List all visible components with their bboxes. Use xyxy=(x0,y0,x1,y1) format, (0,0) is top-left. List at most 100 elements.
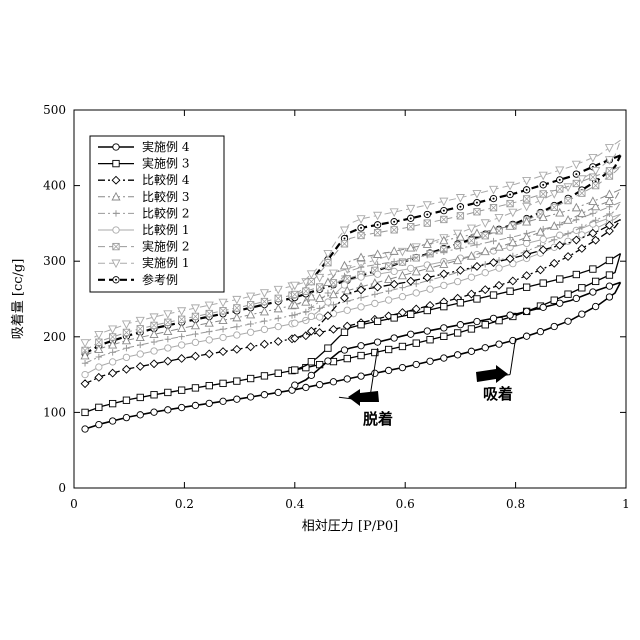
data-point xyxy=(123,345,129,351)
data-point xyxy=(261,340,269,348)
data-point xyxy=(275,323,281,329)
data-point xyxy=(507,312,513,318)
data-point xyxy=(564,216,572,223)
data-point xyxy=(137,394,143,400)
data-point xyxy=(399,343,405,349)
data-point xyxy=(113,144,119,150)
data-point xyxy=(261,308,269,315)
data-point xyxy=(82,371,88,377)
data-point xyxy=(192,385,198,391)
data-point xyxy=(482,322,488,328)
data-point xyxy=(165,336,171,342)
legend-label: 比較例 1 xyxy=(142,222,189,237)
data-point xyxy=(385,346,391,352)
data-point xyxy=(82,360,88,366)
data-point xyxy=(247,375,253,381)
data-point xyxy=(564,253,572,261)
data-point xyxy=(325,358,331,364)
data-point xyxy=(96,404,102,410)
data-point xyxy=(292,382,298,388)
data-point xyxy=(523,284,529,290)
data-point xyxy=(565,318,571,324)
data-point xyxy=(573,204,581,211)
data-point xyxy=(457,322,463,328)
data-point xyxy=(358,352,364,358)
data-point xyxy=(573,161,581,168)
data-point-dot xyxy=(509,194,511,196)
data-point xyxy=(358,373,364,379)
data-point xyxy=(441,355,447,361)
data-point xyxy=(606,197,614,204)
data-point xyxy=(481,220,489,227)
data-point xyxy=(316,305,322,311)
data-point xyxy=(81,340,89,347)
data-point xyxy=(408,311,414,317)
data-point xyxy=(357,216,365,223)
data-point xyxy=(151,348,157,354)
data-point xyxy=(358,343,364,349)
data-point xyxy=(192,339,198,345)
data-point xyxy=(82,409,88,415)
data-point xyxy=(427,358,433,364)
data-point xyxy=(109,349,115,355)
data-point xyxy=(247,343,255,351)
data-point xyxy=(96,364,102,370)
data-point xyxy=(496,265,502,271)
data-point xyxy=(206,337,212,343)
data-point xyxy=(274,338,282,346)
data-point xyxy=(261,318,267,324)
data-point xyxy=(344,355,350,361)
data-point xyxy=(537,328,543,334)
data-point xyxy=(123,321,131,328)
data-point xyxy=(390,247,398,254)
data-point xyxy=(178,324,186,331)
data-point xyxy=(178,355,186,363)
data-point-dot xyxy=(559,179,561,181)
data-point xyxy=(206,382,212,388)
data-point xyxy=(274,305,282,312)
data-point xyxy=(474,296,480,302)
data-point xyxy=(341,347,347,353)
data-point xyxy=(109,400,115,406)
data-point xyxy=(96,354,102,360)
data-point xyxy=(233,314,241,321)
data-point xyxy=(234,396,240,402)
data-point xyxy=(247,394,253,400)
data-point xyxy=(303,309,309,315)
data-point-dot xyxy=(443,210,445,212)
annotation-text: 脱着 xyxy=(363,410,393,428)
data-point xyxy=(192,352,200,360)
data-point xyxy=(151,409,157,415)
y-tick-label: 100 xyxy=(43,405,66,419)
data-point xyxy=(261,290,269,297)
data-point xyxy=(137,351,143,357)
data-point xyxy=(495,214,503,221)
legend-label: 実施例 1 xyxy=(142,255,189,270)
data-point xyxy=(165,345,171,351)
data-point xyxy=(557,300,563,306)
data-point xyxy=(473,229,481,236)
x-tick-label: 1 xyxy=(622,497,630,511)
data-point xyxy=(557,232,563,238)
data-point xyxy=(441,325,447,331)
data-point xyxy=(151,392,157,398)
data-point xyxy=(413,290,419,296)
data-point-dot xyxy=(360,227,362,229)
data-point xyxy=(137,342,143,348)
data-point xyxy=(482,269,488,275)
data-point xyxy=(123,354,129,360)
data-point xyxy=(523,333,529,339)
y-tick-label: 0 xyxy=(58,481,66,495)
data-point xyxy=(474,318,480,324)
data-point xyxy=(164,311,172,318)
data-point xyxy=(374,250,382,257)
data-point xyxy=(178,333,184,339)
data-point xyxy=(550,222,558,229)
data-point xyxy=(234,378,240,384)
data-point xyxy=(164,327,172,334)
legend: 実施例 4実施例 3比較例 4比較例 3比較例 2比較例 1実施例 2実施例 1… xyxy=(90,136,224,292)
data-point xyxy=(292,320,298,326)
data-point xyxy=(330,326,338,334)
data-point xyxy=(579,285,585,291)
legend-label: 実施例 4 xyxy=(142,139,190,154)
